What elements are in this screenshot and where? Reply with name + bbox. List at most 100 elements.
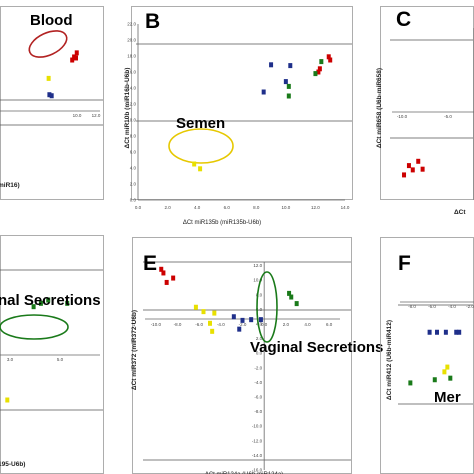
panel-letter: C	[396, 8, 411, 31]
x-tick-label: -2.0	[466, 304, 474, 309]
y-tick-label: 8.0	[130, 134, 137, 139]
y-tick-label: 18.0	[127, 54, 136, 59]
data-point	[249, 317, 254, 323]
y-tick-label: 0.0	[256, 351, 263, 356]
x-tick-label: 6.0	[224, 205, 231, 210]
panel-border	[380, 237, 474, 474]
y-tick-label: 10.0	[253, 278, 262, 283]
x-tick-label: -6.0	[195, 322, 203, 327]
y-tick-label: 2.0	[256, 336, 263, 341]
data-point	[313, 71, 318, 77]
data-point	[240, 317, 245, 323]
y-axis-label: ΔCt miR10b (miR16b-U6b)	[124, 68, 131, 149]
y-tick-label: 20.0	[127, 38, 136, 43]
data-point	[208, 320, 212, 326]
x-tick-label: 3.0	[7, 357, 14, 362]
data-point	[171, 275, 176, 281]
data-point	[454, 329, 459, 335]
x-tick-label: 2.0	[164, 205, 171, 210]
data-point	[316, 69, 321, 75]
x-tick-label: 5.0	[57, 357, 64, 362]
cluster-ellipse	[0, 314, 69, 340]
x-tick-label: -4.0	[217, 322, 225, 327]
data-point	[328, 57, 333, 63]
x-tick-label: 0.0	[261, 322, 268, 327]
panel-e: -10.0 -8.0 -6.0 -4.0 -2.0 0.0 2.0 4.0 6.0 12.0 10.…	[131, 237, 383, 474]
data-point	[210, 328, 215, 334]
data-point	[420, 166, 425, 172]
x-tick-label: -6.0	[428, 304, 436, 309]
data-point	[193, 304, 198, 310]
data-point	[286, 93, 291, 99]
y-tick-label: 6.0	[130, 150, 137, 155]
data-point	[427, 329, 432, 335]
x-tick-label: -10.0	[151, 322, 162, 327]
data-point	[406, 163, 411, 169]
y-tick-label: -10.0	[252, 424, 263, 429]
cluster-annotation: Blood	[30, 12, 73, 29]
data-point	[408, 380, 413, 386]
y-tick-label: 10.0	[127, 118, 136, 123]
y-tick-label: -4.0	[254, 380, 262, 385]
panel-b: 0.0 2.0 4.0 6.0 8.0 10.0 12.0 14.0 0.0 2.0 4.0 6.0 8…	[124, 6, 353, 226]
panel-a: 10.0 12.0 miR16) Blood	[0, 6, 104, 200]
data-point	[445, 364, 450, 370]
x-tick-label: -2.0	[239, 322, 247, 327]
panel-d: 3.0 5.0 195-U6b) nal Secretions	[0, 235, 104, 474]
panel-c: -10.0 -5.0 C ΔCt miR658 (U6b-miR658) ΔCt	[376, 6, 474, 216]
data-point	[237, 326, 242, 332]
data-point	[416, 158, 421, 164]
data-point	[402, 172, 407, 178]
x-axis-label: miR16)	[0, 182, 20, 189]
y-axis-label: ΔCt miR658 (U6b-miR658)	[376, 68, 383, 148]
data-point	[288, 63, 293, 69]
data-point	[212, 310, 217, 316]
x-tick-label: 10.0	[73, 113, 82, 118]
panel-border	[131, 6, 353, 200]
data-point	[65, 300, 70, 306]
data-point	[283, 79, 288, 85]
cluster-ellipse	[168, 128, 234, 164]
data-point	[49, 93, 54, 99]
y-tick-label: -6.0	[254, 395, 262, 400]
panel-border	[0, 6, 104, 200]
cluster-annotation: Mer	[434, 389, 461, 406]
data-point	[410, 167, 415, 173]
x-tick-label: 10.0	[281, 205, 290, 210]
y-tick-label: -8.0	[254, 409, 262, 414]
x-tick-label: -10.0	[397, 114, 408, 119]
data-point	[435, 329, 439, 335]
x-tick-label: 4.0	[194, 205, 201, 210]
panel-letter: F	[398, 252, 411, 275]
data-point	[231, 314, 236, 320]
y-tick-label: 12.0	[253, 263, 262, 268]
panel-letter: E	[143, 252, 157, 275]
data-point	[46, 297, 51, 303]
x-tick-label: 4.0	[304, 322, 311, 327]
data-point	[326, 54, 331, 60]
cluster-annotation: Semen	[176, 115, 225, 132]
data-point	[74, 50, 79, 56]
x-tick-label: 0.0	[135, 205, 142, 210]
x-tick-label: 6.0	[326, 322, 333, 327]
cluster-ellipse	[28, 30, 68, 58]
y-tick-label: -12.0	[252, 438, 263, 443]
data-point	[287, 290, 292, 296]
y-axis-label: ΔCt miR412 (U6b-miR412)	[386, 320, 393, 400]
data-point	[164, 279, 169, 285]
data-point	[5, 397, 10, 403]
data-point	[432, 377, 437, 383]
y-tick-label: 8.0	[256, 292, 263, 297]
data-point	[258, 317, 263, 323]
x-tick-label: -4.0	[448, 304, 456, 309]
data-point	[261, 89, 266, 95]
data-point	[442, 369, 447, 375]
x-tick-label: 12.0	[92, 113, 101, 118]
cluster-annotation: nal Secretions	[0, 292, 101, 309]
data-point	[70, 57, 75, 63]
y-tick-label: 6.0	[256, 307, 263, 312]
y-tick-label: 2.0	[130, 182, 137, 187]
data-point	[286, 83, 291, 89]
cluster-ellipse	[256, 271, 278, 343]
